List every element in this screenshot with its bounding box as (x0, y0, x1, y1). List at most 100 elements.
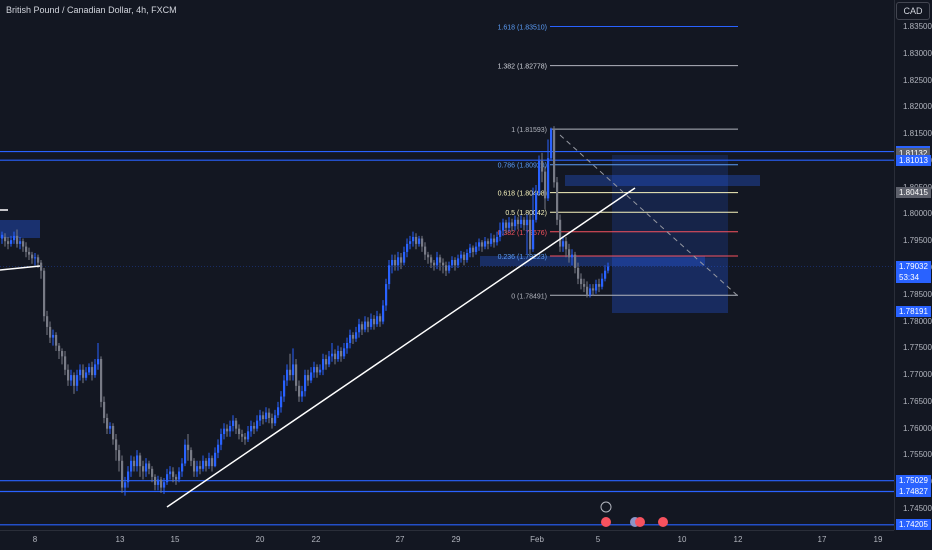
price-axis-tag[interactable]: 1.81132 (896, 148, 931, 160)
candle-body (190, 450, 193, 461)
price-tick-label: 1.82000 (903, 102, 932, 112)
candle-body (319, 369, 322, 373)
fib-trend-line[interactable] (559, 134, 739, 297)
candle-body (259, 415, 262, 421)
candle-body (136, 455, 139, 467)
candle-body (355, 332, 358, 339)
candle-body (370, 318, 373, 327)
candle-body (58, 345, 61, 352)
candle-body (184, 444, 187, 464)
price-tick-label: 1.74500 (903, 504, 932, 513)
candle-body (214, 452, 217, 467)
time-tick-label: 20 (255, 535, 265, 544)
candle-body (61, 351, 64, 357)
fib-level-label: 1 (1.81593) (511, 127, 547, 134)
candle-body (409, 241, 412, 244)
candle-body (163, 482, 166, 488)
candle-body (304, 375, 307, 392)
candle-body (298, 385, 301, 397)
candle-body (535, 193, 538, 220)
symbol-title[interactable]: British Pound / Canadian Dollar, 4h, FXC… (6, 5, 177, 15)
candle-body (76, 375, 79, 386)
price-axis-tag-label: 1.81132 (899, 149, 927, 158)
fib-level-label: 1.382 (1.82778) (498, 64, 547, 71)
candle-body (481, 242, 484, 247)
candle-body (121, 460, 124, 488)
candle-body (172, 471, 175, 477)
price-axis-tag[interactable]: 1.75029 (896, 475, 931, 487)
candle-body (139, 455, 142, 467)
candle-body (364, 321, 367, 330)
candle-body (451, 259, 454, 266)
candle-body (418, 238, 421, 244)
candle-body (187, 444, 190, 451)
candle-body (598, 284, 601, 287)
position-stop-zone[interactable] (612, 258, 728, 313)
candle-body (373, 318, 376, 325)
time-tick-label: Feb (530, 535, 544, 544)
candle-body (148, 463, 151, 469)
price-axis-tag[interactable]: 1.81013 (896, 154, 931, 166)
candle-body (181, 463, 184, 472)
economic-event-icon[interactable] (601, 517, 611, 527)
time-axis[interactable] (0, 530, 894, 550)
price-axis-tag[interactable]: 1.79032 53:34 (896, 260, 931, 283)
candle-body (55, 334, 58, 346)
candle-body (445, 265, 448, 271)
price-axis-tag[interactable]: 1.78191 (896, 305, 931, 317)
economic-event-icon[interactable] (635, 517, 645, 527)
candle-body (532, 219, 535, 250)
lightning-event-icon[interactable] (600, 501, 612, 513)
candle-body (505, 222, 508, 228)
candle-body (157, 479, 160, 485)
candle-body (484, 241, 487, 247)
candle-body (292, 364, 295, 376)
candle-body (388, 265, 391, 285)
candle-body (169, 471, 172, 475)
zone-rect[interactable] (480, 256, 705, 266)
position-profit-zone[interactable] (612, 155, 728, 258)
time-tick-label: 8 (32, 535, 38, 544)
candle-body (106, 417, 109, 429)
candle-body (67, 369, 70, 381)
price-axis[interactable] (894, 0, 932, 530)
candle-body (73, 375, 76, 386)
candle-body (130, 460, 133, 472)
candle-body (580, 278, 583, 285)
currency-selector[interactable]: CAD (896, 2, 930, 20)
zone-rect[interactable] (0, 220, 40, 238)
time-tick-label: 5 (595, 535, 601, 544)
candle-body (91, 367, 94, 376)
economic-event-icon[interactable] (658, 517, 668, 527)
candle-body (424, 246, 427, 255)
chart-plot-area[interactable]: 1.618 (1.83510) 1.382 (1.82778) 1 (1.81593… (0, 0, 894, 530)
candle-body (226, 428, 229, 432)
trendline[interactable] (166, 187, 636, 508)
candle-body (367, 321, 370, 327)
candle-body (331, 353, 334, 357)
candle-body (34, 257, 37, 259)
candle-body (586, 286, 589, 295)
candle-body (313, 367, 316, 373)
trendline[interactable] (0, 265, 41, 271)
candle-body (52, 334, 55, 338)
candle-body (295, 364, 298, 386)
candle-body (268, 412, 271, 418)
candle-body (577, 268, 580, 279)
candle-body (454, 259, 457, 266)
candle-body (379, 316, 382, 322)
candle-body (127, 471, 130, 483)
candle-body (94, 364, 97, 376)
price-axis-tag[interactable]: 1.74827 (896, 485, 931, 497)
candle-body (460, 254, 463, 259)
candle-body (22, 241, 25, 247)
zone-rect[interactable] (565, 175, 760, 186)
candle-body (301, 391, 304, 397)
price-axis-tag[interactable]: 1.74205 (896, 519, 931, 531)
candle-body (283, 380, 286, 397)
price-tick-label: 1.78500 (903, 289, 932, 299)
price-axis-tag[interactable]: 1.80415 (896, 186, 931, 198)
candle-body (346, 342, 349, 349)
candle-body (544, 171, 547, 199)
